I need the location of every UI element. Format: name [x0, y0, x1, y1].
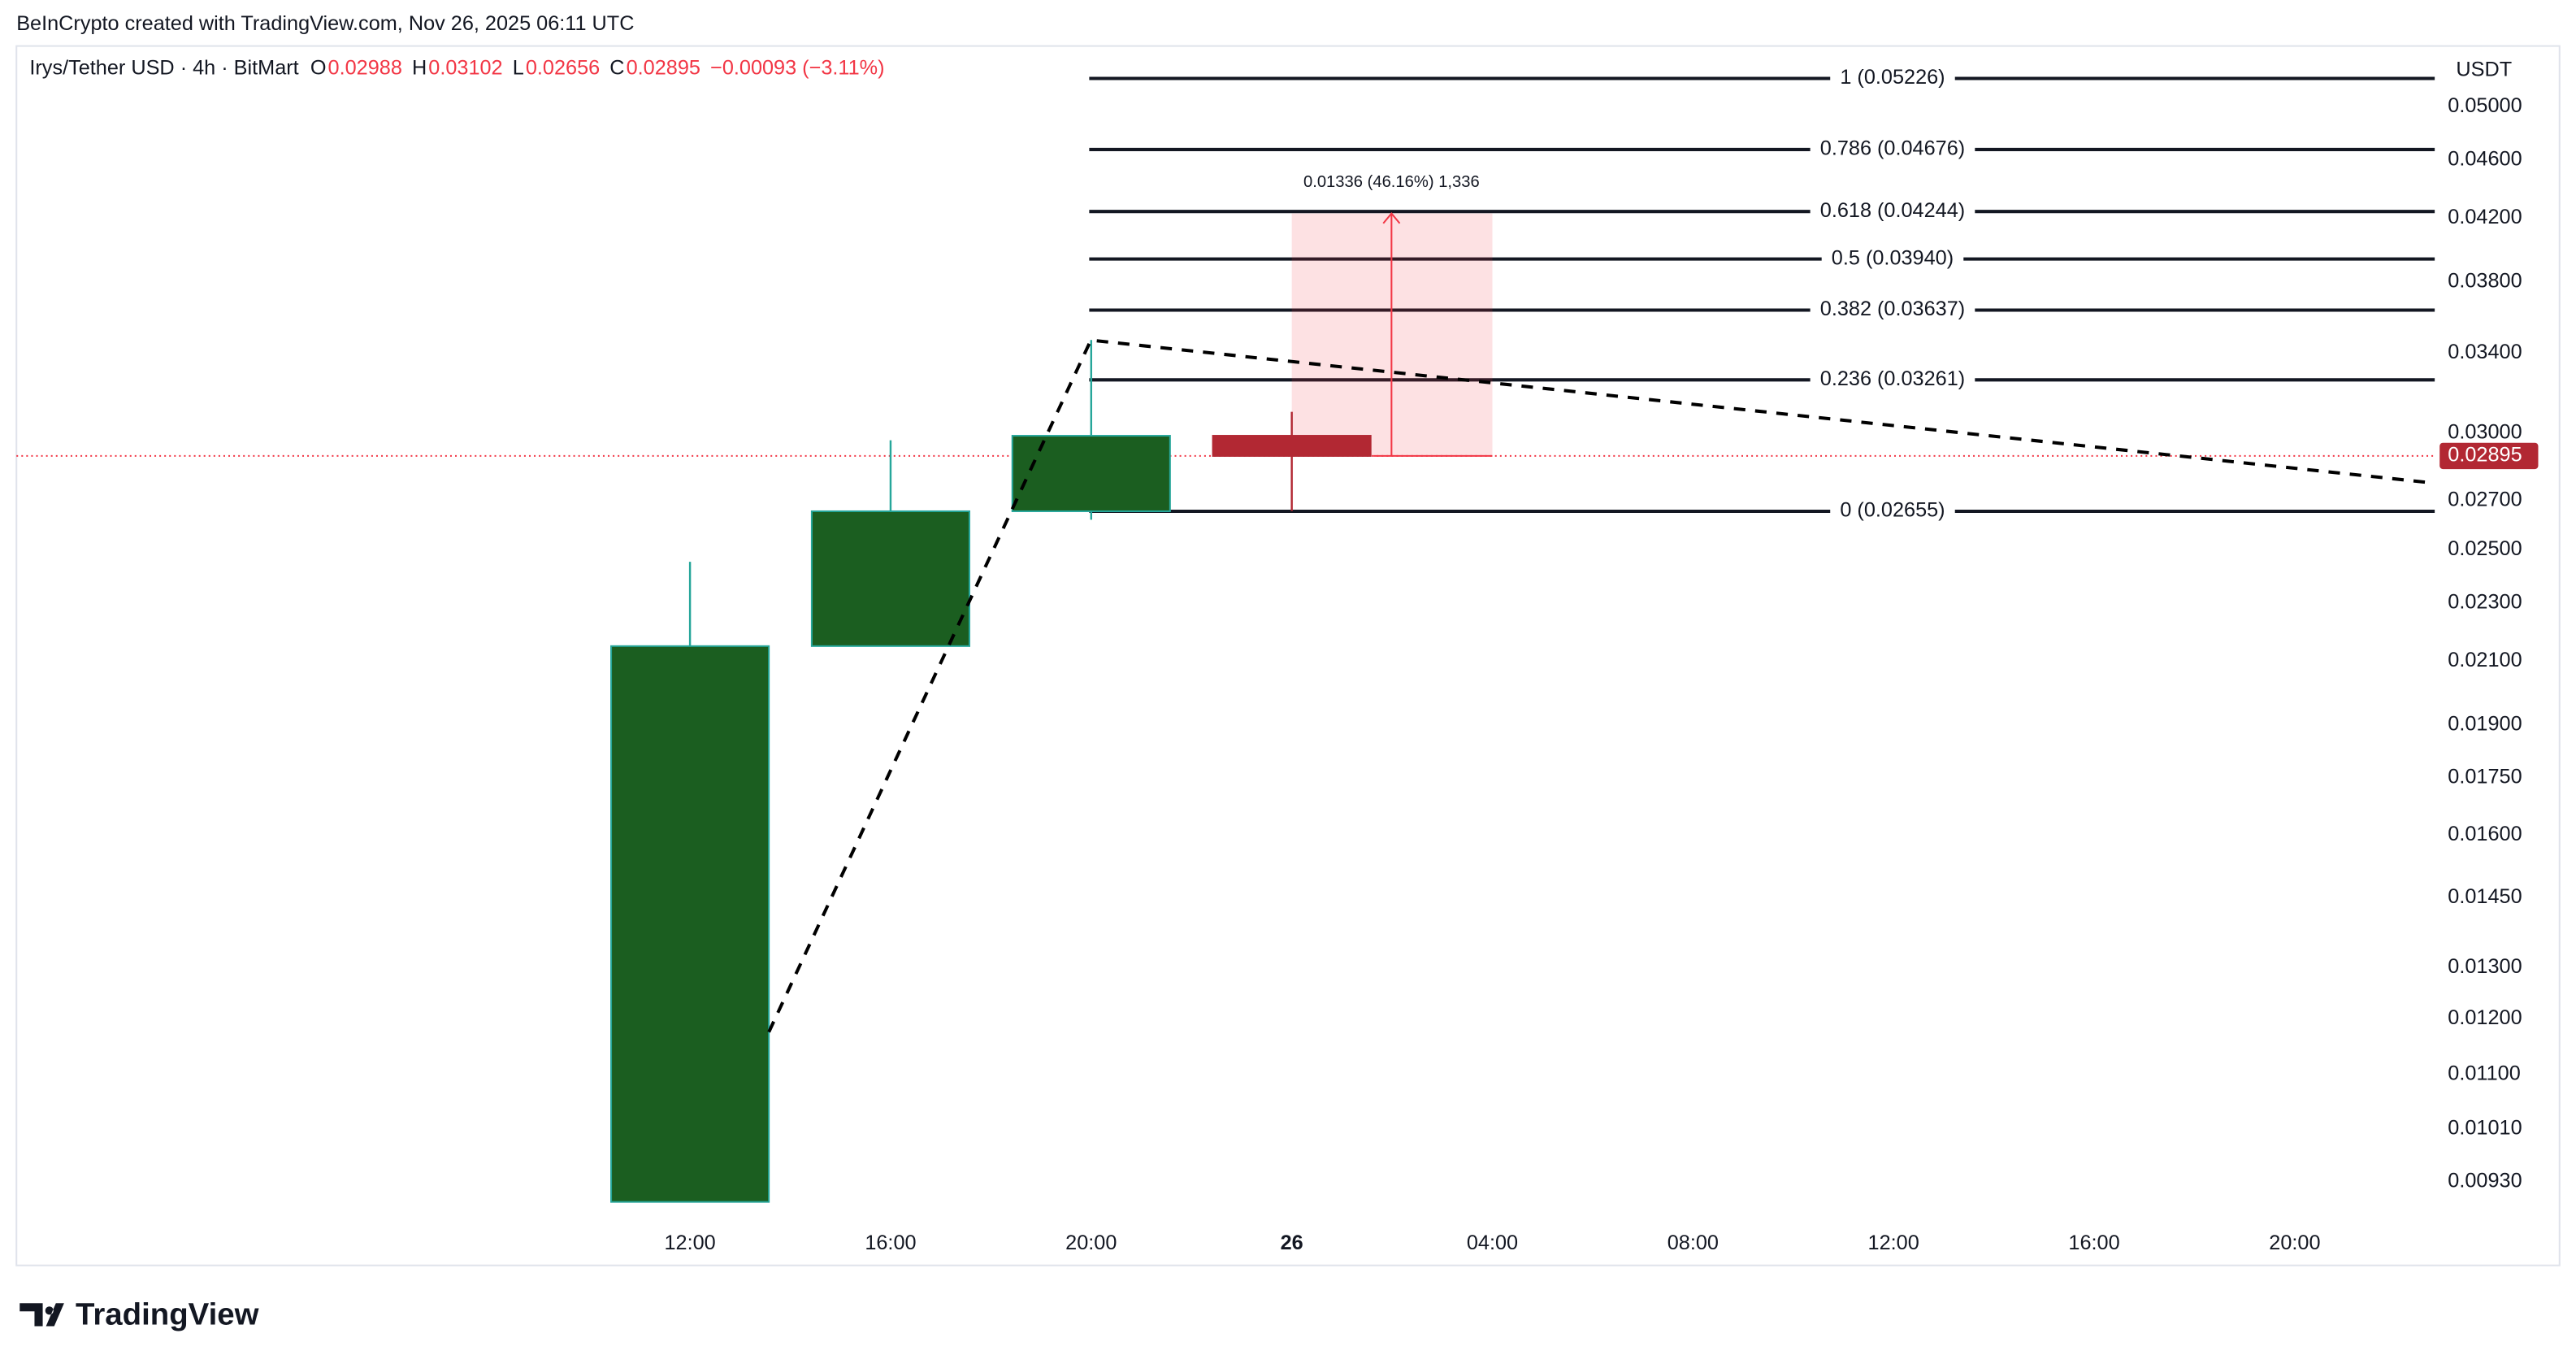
y-tick-label: 0.01900	[2448, 713, 2522, 736]
y-tick-label: 0.01010	[2448, 1117, 2522, 1140]
fib-label: 0.236 (0.03261)	[1820, 367, 1965, 390]
fib-label-bg	[1830, 497, 1955, 525]
fib-label: 0.786 (0.04676)	[1820, 137, 1965, 160]
x-tick-label: 12:00	[664, 1232, 715, 1254]
fib-label-bg	[1810, 297, 1975, 324]
y-tick-label: 0.03000	[2448, 421, 2522, 444]
candle-body	[610, 645, 770, 1203]
y-tick-label: 0.05000	[2448, 94, 2522, 117]
last-price-tag	[2439, 442, 2539, 470]
header-text: L	[513, 57, 524, 80]
x-tick-label: 16:00	[2068, 1232, 2119, 1254]
candle-body	[1011, 435, 1171, 512]
logo-icon	[20, 1303, 64, 1327]
pane-frame	[15, 45, 2561, 1266]
y-tick-label: 0.03400	[2448, 341, 2522, 363]
header-text: 0.02988	[328, 57, 402, 80]
x-tick-label: 16:00	[865, 1232, 916, 1254]
fib-label: 0.382 (0.03637)	[1820, 298, 1965, 320]
last-price-label: 0.02895	[2448, 444, 2522, 467]
y-tick-label: 0.02700	[2448, 488, 2522, 510]
measure-label: 0.01336 (46.16%) 1,336	[1303, 173, 1480, 191]
y-axis-unit: USDT	[2456, 59, 2512, 81]
y-tick-label: 0.03800	[2448, 270, 2522, 293]
plot: 0.05000 0.04600 0.04200 0.03800 0.03400 0.030…	[16, 59, 2539, 1254]
y-tick-label: 0.01100	[2448, 1062, 2520, 1084]
header-text: C	[609, 57, 624, 80]
y-tick-label: 0.01600	[2448, 823, 2522, 845]
credit: BeInCrypto created with TradingView.com,…	[16, 12, 634, 35]
header-text: Irys/Tether USD · 4h · BitMart	[29, 57, 298, 80]
header-text: H	[412, 57, 427, 80]
fib-label: 0 (0.02655)	[1840, 499, 1945, 522]
y-tick-label: 0.04600	[2448, 148, 2522, 171]
brand-logo: TradingView	[20, 1297, 259, 1332]
x-tick-label: 26	[1281, 1232, 1303, 1254]
header-text: 0.02656	[526, 57, 600, 80]
x-tick-label: 04:00	[1467, 1232, 1518, 1254]
x-tick-label: 08:00	[1667, 1232, 1719, 1254]
y-tick-label: 0.02500	[2448, 537, 2522, 560]
y-tick-label: 0.01750	[2448, 765, 2522, 788]
fib-label-bg	[1810, 136, 1975, 163]
header-text: 0.03102	[428, 57, 502, 80]
y-tick-label: 0.02100	[2448, 649, 2522, 671]
y-tick-label: 0.01450	[2448, 885, 2522, 908]
fib-label: 0.618 (0.04244)	[1820, 199, 1965, 222]
x-tick-label: 12:00	[1868, 1232, 1919, 1254]
y-tick-label: 0.01300	[2448, 955, 2522, 978]
y-tick-label: 0.00930	[2448, 1169, 2522, 1192]
y-tick-label: 0.02300	[2448, 590, 2522, 613]
candle-body	[810, 510, 971, 647]
x-tick-label: 20:00	[1065, 1232, 1117, 1254]
x-tick-label: 20:00	[2269, 1232, 2320, 1254]
header-text: O	[310, 57, 327, 80]
measure-arrowhead	[1382, 212, 1401, 224]
fib-label-bg	[1821, 245, 1964, 272]
brand: TradingView	[76, 1297, 259, 1332]
candle-body	[1212, 435, 1372, 457]
y-tick-label: 0.01200	[2448, 1006, 2522, 1029]
header-text: −0.00093 (−3.11%)	[710, 57, 884, 80]
fib-label-bg	[1810, 198, 1975, 225]
header: Irys/Tether USD · 4h · BitMart O 0.02988 H 0…	[29, 57, 884, 80]
fib-label: 0.5 (0.03940)	[1832, 246, 1954, 269]
header-text: 0.02895	[627, 57, 700, 80]
fib-label-bg	[1830, 65, 1955, 92]
fib-label: 1 (0.05226)	[1840, 66, 1945, 89]
fib-label-bg	[1810, 367, 1975, 393]
y-tick-label: 0.04200	[2448, 206, 2522, 228]
